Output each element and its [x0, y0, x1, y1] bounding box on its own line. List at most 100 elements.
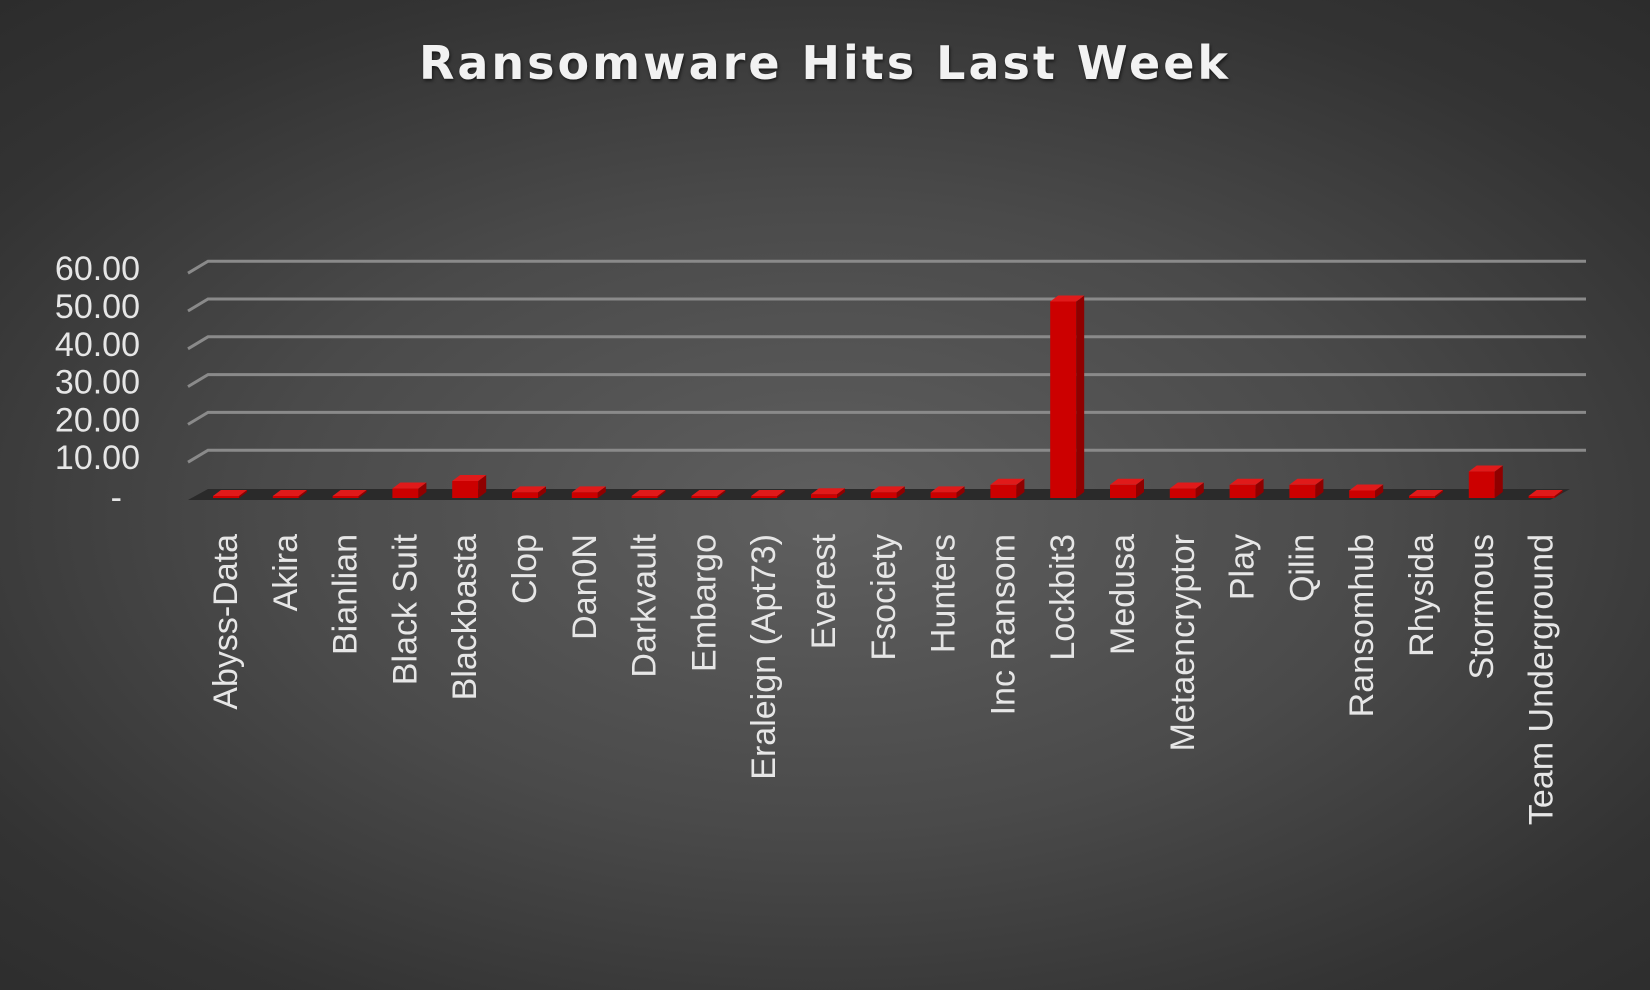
- bar-side: [298, 490, 307, 498]
- bar-side: [1435, 490, 1443, 498]
- gridline: [187, 448, 1586, 464]
- bar-top: [332, 490, 367, 496]
- bar-front: [1289, 484, 1316, 498]
- bar-front: [332, 496, 359, 498]
- bar-side: [478, 474, 487, 498]
- x-tick-label: Abyss-Data: [207, 534, 245, 710]
- bar: [1229, 478, 1264, 498]
- x-tick-label: Bianlian: [327, 534, 365, 655]
- bar: [452, 474, 487, 498]
- bar-front: [452, 480, 479, 498]
- bar-front: [272, 496, 299, 498]
- bar: [631, 490, 666, 498]
- bar: [392, 482, 427, 498]
- y-tick-label: -: [111, 479, 122, 517]
- x-tick-label: Ransomhub: [1343, 534, 1381, 717]
- bar: [1409, 490, 1443, 498]
- bar-front: [1409, 496, 1435, 498]
- bar-side: [1255, 478, 1264, 498]
- y-tick-label: 50.00: [55, 288, 140, 326]
- y-tick-label: 40.00: [55, 326, 140, 364]
- x-tick-label: Eraleign (Apt73): [745, 534, 783, 780]
- bar-top: [1528, 490, 1563, 496]
- bar-top: [452, 474, 487, 481]
- bar-top: [631, 490, 666, 496]
- bar-top: [213, 490, 247, 496]
- bar-side: [239, 490, 247, 498]
- bar-side: [1375, 484, 1384, 498]
- bar-front: [1110, 484, 1136, 498]
- bar: [1289, 478, 1324, 498]
- x-tick-label: Lockbit3: [1044, 534, 1082, 661]
- bar: [213, 490, 247, 498]
- gridline: [187, 297, 1586, 313]
- bar-side: [1136, 478, 1144, 498]
- bar: [332, 490, 367, 498]
- bar-top: [571, 486, 606, 493]
- bar-top: [691, 490, 726, 496]
- bar-front: [990, 484, 1017, 498]
- bar-side: [837, 488, 845, 498]
- bar-top: [930, 486, 965, 493]
- bar-side: [896, 486, 905, 498]
- bar-front: [811, 494, 837, 498]
- bar: [811, 488, 845, 498]
- x-tick-label: Team Underground: [1523, 534, 1561, 825]
- bar-side: [597, 486, 606, 498]
- bar-side: [418, 482, 427, 498]
- gridline: [187, 259, 1586, 275]
- bar: [1050, 295, 1085, 498]
- x-tick-label: Everest: [805, 533, 843, 649]
- bar: [1349, 484, 1384, 498]
- bar-side: [1016, 478, 1025, 498]
- bar-top: [1050, 295, 1085, 302]
- bar-side: [1195, 482, 1204, 498]
- x-tick-label: Embargo: [685, 534, 723, 672]
- x-tick-label: Clop: [506, 534, 544, 604]
- x-tick-label: Metaencryptor: [1164, 534, 1202, 751]
- bar: [751, 490, 786, 498]
- bar-side: [538, 486, 546, 498]
- bar-front: [1468, 471, 1495, 498]
- x-tick-label: Medusa: [1104, 534, 1142, 655]
- bar: [870, 486, 905, 498]
- bar: [1528, 490, 1563, 498]
- bar-front: [751, 496, 778, 498]
- bar: [512, 486, 546, 498]
- bar-side: [1554, 490, 1563, 498]
- x-tick-label: Dan0N: [566, 534, 604, 640]
- bar: [1468, 465, 1503, 498]
- x-tick-label: Inc Ransom: [984, 534, 1022, 715]
- x-tick-label: Darkvault: [626, 533, 664, 677]
- bar-top: [272, 490, 307, 496]
- bar-side: [657, 490, 666, 498]
- x-tick-label: Blackbasta: [446, 534, 484, 700]
- bar-top: [1169, 482, 1204, 489]
- bar-top: [392, 482, 427, 489]
- bar-front: [213, 496, 239, 498]
- bar-top: [811, 488, 845, 495]
- bar-top: [1468, 465, 1503, 472]
- bar-side: [777, 490, 786, 498]
- x-tick-label: Akira: [267, 534, 305, 612]
- bar-top: [990, 478, 1025, 485]
- y-tick-label: 20.00: [55, 401, 140, 439]
- bar: [1110, 478, 1144, 498]
- x-tick-label: Black Suit: [386, 533, 424, 685]
- bars: [213, 295, 1563, 498]
- bar-front: [1349, 490, 1376, 498]
- bar: [691, 490, 726, 498]
- gridlines: [187, 259, 1586, 500]
- x-tick-label: Stormous: [1463, 534, 1501, 680]
- gridline: [187, 335, 1586, 351]
- x-tick-label: Qilin: [1283, 534, 1321, 602]
- bar: [930, 486, 965, 498]
- bar-side: [1315, 478, 1324, 498]
- bar-front: [1169, 488, 1196, 498]
- bar-front: [512, 492, 538, 498]
- bar: [571, 486, 606, 498]
- bar-top: [1289, 478, 1324, 485]
- bar-side: [717, 490, 726, 498]
- x-tick-label: Hunters: [925, 534, 963, 653]
